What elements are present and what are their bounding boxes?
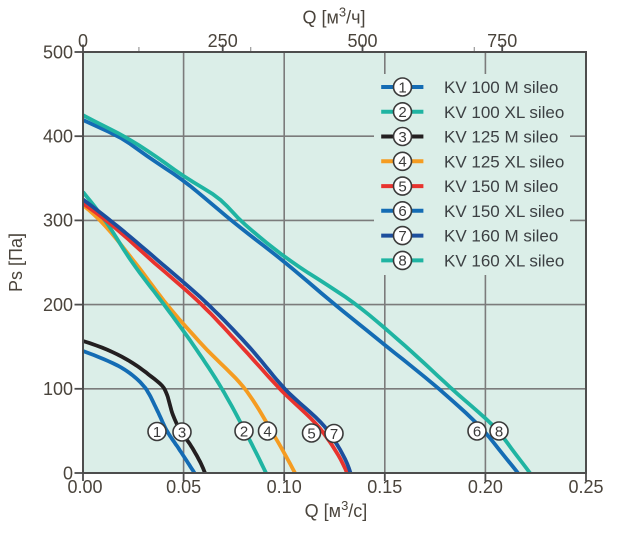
svg-text:KV 125 XL sileo: KV 125 XL sileo <box>444 152 564 171</box>
svg-text:KV 125 M sileo: KV 125 M sileo <box>444 128 558 147</box>
svg-text:1: 1 <box>398 79 406 96</box>
svg-text:0: 0 <box>63 463 73 483</box>
svg-text:0.00: 0.00 <box>67 477 102 497</box>
svg-text:8: 8 <box>398 253 406 270</box>
svg-text:2: 2 <box>240 423 248 440</box>
svg-text:KV 160 XL sileo: KV 160 XL sileo <box>444 251 564 270</box>
svg-text:0.15: 0.15 <box>367 477 402 497</box>
svg-text:400: 400 <box>43 127 73 147</box>
svg-text:Ps [Па]: Ps [Па] <box>6 233 26 292</box>
svg-text:4: 4 <box>398 154 406 171</box>
svg-text:3: 3 <box>398 129 406 146</box>
svg-text:5: 5 <box>307 425 315 442</box>
svg-text:0.20: 0.20 <box>468 477 503 497</box>
svg-text:300: 300 <box>43 211 73 231</box>
svg-text:100: 100 <box>43 379 73 399</box>
svg-text:KV 100 XL sileo: KV 100 XL sileo <box>444 103 564 122</box>
svg-text:250: 250 <box>208 31 238 51</box>
svg-text:500: 500 <box>43 42 73 62</box>
svg-text:Q [м3/с]: Q [м3/с] <box>305 498 368 521</box>
svg-text:6: 6 <box>398 203 406 220</box>
svg-text:6: 6 <box>473 423 481 440</box>
svg-text:KV 100 M sileo: KV 100 M sileo <box>444 78 558 97</box>
svg-text:0.05: 0.05 <box>166 477 201 497</box>
svg-text:200: 200 <box>43 295 73 315</box>
svg-text:750: 750 <box>487 31 517 51</box>
svg-text:KV 160 M sileo: KV 160 M sileo <box>444 227 558 246</box>
svg-text:1: 1 <box>153 424 161 441</box>
svg-text:KV 150 M sileo: KV 150 M sileo <box>444 177 558 196</box>
svg-text:500: 500 <box>347 31 377 51</box>
svg-text:KV 150 XL sileo: KV 150 XL sileo <box>444 202 564 221</box>
svg-text:2: 2 <box>398 104 406 121</box>
svg-text:4: 4 <box>263 423 271 440</box>
svg-text:0.25: 0.25 <box>568 477 603 497</box>
svg-text:7: 7 <box>398 228 406 245</box>
svg-text:5: 5 <box>398 178 406 195</box>
svg-text:3: 3 <box>178 424 186 441</box>
svg-text:0: 0 <box>78 31 88 51</box>
svg-text:8: 8 <box>495 423 503 440</box>
svg-text:Q [м3/ч]: Q [м3/ч] <box>302 5 365 28</box>
svg-text:7: 7 <box>330 426 338 443</box>
svg-text:0.10: 0.10 <box>267 477 302 497</box>
